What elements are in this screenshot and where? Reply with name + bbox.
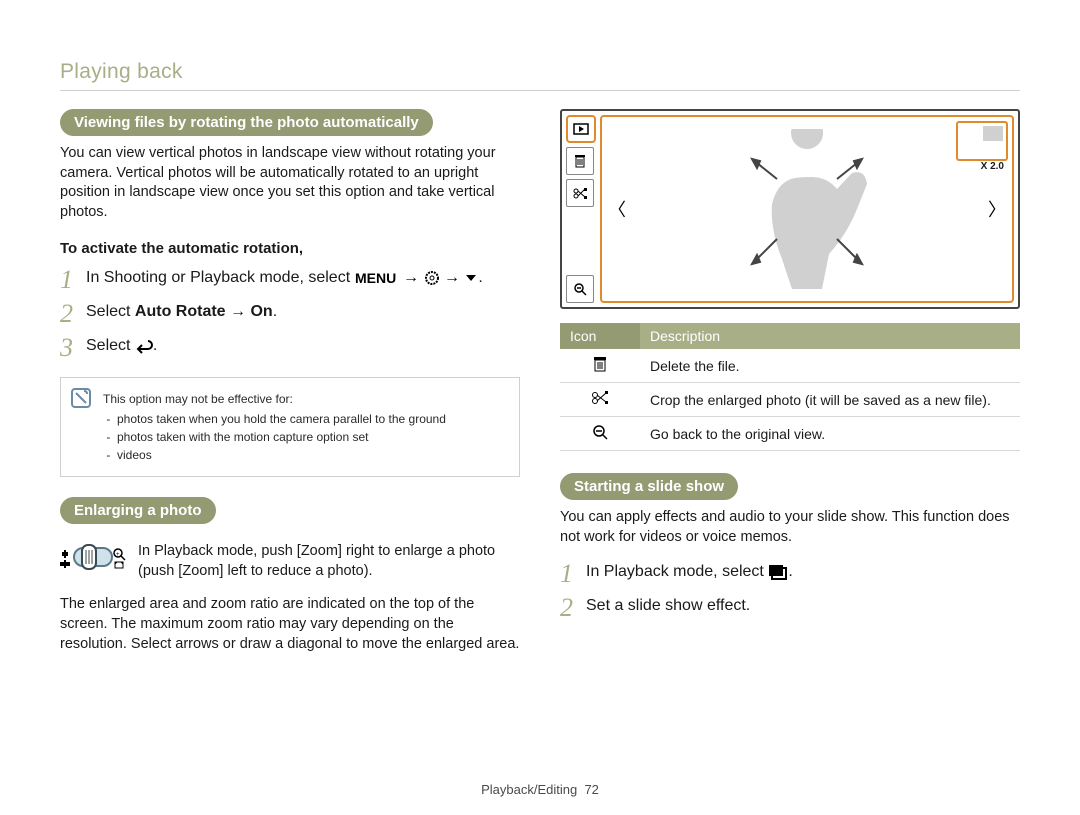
auto-rotate-body: You can view vertical photos in landscap… [60, 144, 520, 222]
slideshow-step1-text: In Playback mode, select [586, 563, 768, 580]
icon-description-table: Icon Description Delete the file. Crop t… [560, 323, 1020, 451]
step-number-2: 2 [560, 595, 586, 621]
svg-text:+: + [116, 552, 120, 558]
note-item: photos taken with the motion capture opt… [117, 428, 505, 446]
table-header-icon: Icon [560, 323, 640, 349]
step2-pre: Select [86, 303, 135, 320]
trash-icon [566, 147, 594, 175]
table-cell: Crop the enlarged photo (it will be save… [640, 383, 1020, 417]
slideshow-step-1: 1 In Playback mode, select . [560, 561, 1020, 587]
main-view: X 2.0 ︿ ﹀ 〈 〉 [600, 115, 1014, 303]
note-item: videos [117, 446, 505, 464]
trash-icon [593, 356, 607, 372]
table-row: Delete the file. [560, 349, 1020, 383]
slideshow-body: You can apply effects and audio to your … [560, 508, 1020, 547]
note-item: photos taken when you hold the camera pa… [117, 410, 505, 428]
step-number-1: 1 [560, 561, 586, 587]
section-pill-slideshow: Starting a slide show [560, 473, 738, 500]
zoom-out-icon [566, 275, 594, 303]
zoom-control-icon: + [60, 542, 126, 572]
slideshow-step2-text: Set a slide show effect. [586, 595, 750, 617]
play-mode-icon [566, 115, 596, 143]
enlarge-body2: The enlarged area and zoom ratio are ind… [60, 595, 520, 654]
zoom-instruction-row: + In Playback mode, push [Zoom] right to… [60, 542, 520, 581]
thumbnail-icon [956, 121, 1008, 161]
table-row: Crop the enlarged photo (it will be save… [560, 383, 1020, 417]
step2-post: . [273, 303, 277, 320]
enlarge-screen-figure: X 2.0 ︿ ﹀ 〈 〉 [560, 109, 1020, 309]
step2-on: On [250, 303, 272, 320]
zoom-text: ] left to reduce a photo). [219, 563, 372, 579]
svg-text:MENU: MENU [355, 271, 396, 285]
crop-icon [566, 179, 594, 207]
step-2: 2 Select Auto Rotate → On. [60, 301, 520, 327]
step-3: 3 Select . [60, 335, 520, 361]
note-lead: This option may not be effective for: [103, 390, 505, 408]
step2-bold: Auto Rotate [135, 303, 226, 320]
menu-icon: MENU [355, 271, 399, 285]
section-pill-auto-rotate: Viewing files by rotating the photo auto… [60, 109, 433, 136]
page-header: Playing back [60, 60, 1020, 84]
auto-rotate-subhead: To activate the automatic rotation, [60, 240, 520, 257]
note-list: photos taken when you hold the camera pa… [103, 410, 505, 464]
footer-section: Playback/Editing [481, 782, 577, 797]
footer-page-number: 72 [584, 782, 598, 797]
note-icon [71, 388, 91, 408]
step-number-1: 1 [60, 267, 86, 293]
header-rule [60, 90, 1020, 91]
zoom-text: In Playback mode, push [ [138, 543, 301, 559]
step2-arrow: → [226, 303, 251, 320]
zoom-bold: Zoom [301, 543, 338, 559]
page-footer: Playback/Editing 72 [0, 782, 1080, 797]
table-row: Go back to the original view. [560, 417, 1020, 451]
chevron-right-icon: 〉 [988, 196, 1006, 222]
table-cell: Delete the file. [640, 349, 1020, 383]
crop-icon [591, 390, 609, 406]
person-silhouette-icon [717, 129, 897, 289]
zoom-bold: Zoom [182, 563, 219, 579]
note-box: This option may not be effective for: ph… [60, 377, 520, 477]
slideshow-icon [768, 564, 788, 580]
step-number-2: 2 [60, 301, 86, 327]
section-pill-enlarge: Enlarging a photo [60, 497, 216, 524]
table-header-description: Description [640, 323, 1020, 349]
return-icon [135, 338, 153, 354]
arrow-icon: → [403, 269, 423, 286]
step-number-3: 3 [60, 335, 86, 361]
zoom-ratio-label: X 2.0 [981, 161, 1004, 172]
zoom-out-icon [592, 424, 608, 440]
down-caret-icon [464, 272, 478, 284]
step-1: 1 In Shooting or Playback mode, select M… [60, 267, 520, 293]
step3-text: Select [86, 337, 135, 354]
table-cell: Go back to the original view. [640, 417, 1020, 451]
step1-text: In Shooting or Playback mode, select [86, 269, 355, 286]
slideshow-step-2: 2 Set a slide show effect. [560, 595, 1020, 621]
arrow-icon: → [444, 269, 464, 286]
gear-icon [424, 270, 440, 286]
chevron-left-icon: 〈 [608, 196, 626, 222]
